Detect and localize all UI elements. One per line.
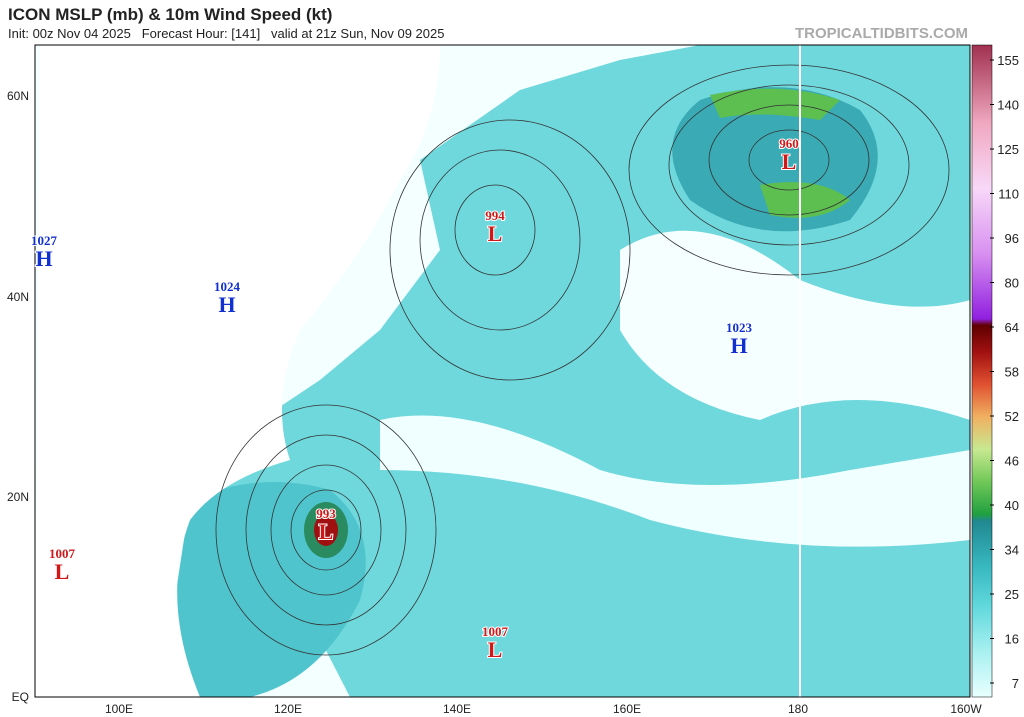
colorbar-label: 80 (1005, 276, 1019, 291)
labels: 155 140 125 110 96 80 64 58 52 46 40 34 25 16 7 60N 40N 2… (7, 53, 1019, 716)
colorbar-label: 64 (1005, 320, 1019, 335)
lon-label: 100E (105, 702, 133, 716)
pressure-value: 1024 (214, 279, 241, 294)
colorbar-label: 46 (1005, 454, 1019, 469)
colorbar-label: 96 (1005, 231, 1019, 246)
pressure-center: L (488, 637, 503, 662)
pressure-center: L (782, 149, 797, 174)
colorbar-label: 7 (1012, 676, 1019, 691)
pressure-value: 994 (485, 208, 505, 223)
lat-label: 20N (7, 490, 29, 504)
pressure-value: 1007 (482, 624, 509, 639)
lon-label: 160W (950, 702, 982, 716)
pressure-center: L (488, 221, 503, 246)
colorbar-label: 110 (998, 187, 1019, 202)
watermark: TROPICALTIDBITS.COM (795, 25, 968, 42)
pressure-center: H (730, 333, 747, 358)
map (35, 45, 970, 697)
colorbar-label: 155 (997, 53, 1019, 68)
colorbar-label: 140 (997, 98, 1019, 113)
colorbar-label: 34 (1005, 543, 1019, 558)
subtitle: Init: 00z Nov 04 2025 Forecast Hour: [14… (8, 26, 444, 41)
lon-label: 120E (274, 702, 302, 716)
lon-label: 140E (443, 702, 471, 716)
lat-label: 40N (7, 290, 29, 304)
pressure-value: 993 (316, 506, 336, 521)
colorbar-label: 58 (1005, 365, 1019, 380)
title: ICON MSLP (mb) & 10m Wind Speed (kt) (8, 5, 332, 24)
pressure-center: L (55, 559, 70, 584)
lat-label: 60N (7, 89, 29, 103)
colorbar-label: 25 (1005, 587, 1019, 602)
colorbar-label: 40 (1005, 498, 1019, 513)
colorbar-label: 16 (1005, 632, 1019, 647)
pressure-value: 1027 (31, 233, 58, 248)
lat-label: EQ (12, 690, 29, 704)
pressure-value: 960 (779, 136, 799, 151)
colorbar-label: 125 (997, 142, 1019, 157)
lon-label: 160E (613, 702, 641, 716)
pressure-center: H (218, 292, 235, 317)
colorbar-label: 52 (1005, 409, 1019, 424)
pressure-center: L (319, 519, 334, 544)
pressure-center: H (35, 246, 52, 271)
lon-label: 180 (788, 702, 808, 716)
pressure-value: 1023 (726, 320, 753, 335)
pressure-value: 1007 (49, 546, 76, 561)
